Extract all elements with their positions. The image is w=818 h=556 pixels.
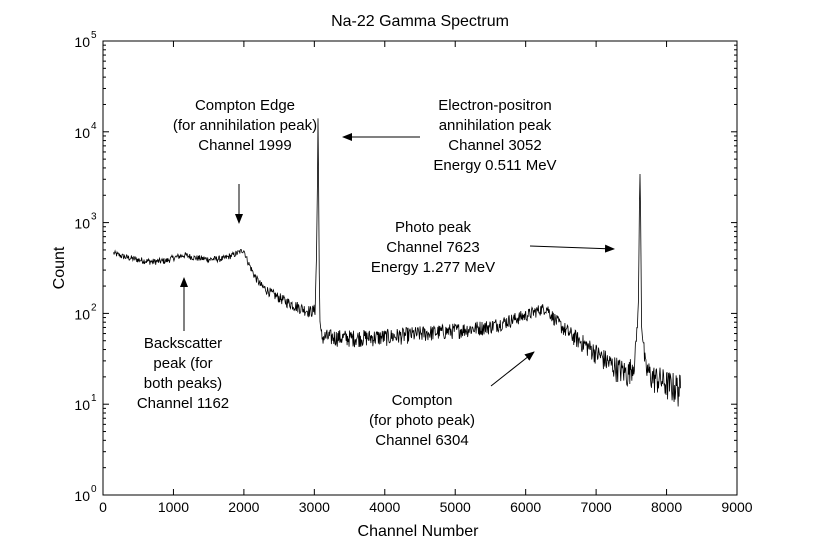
x-axis-ticks: 0 1000 2000 3000 4000 5000 6000 7000 8000 9000 — [99, 41, 753, 515]
spectrum-series-line — [113, 118, 682, 407]
y-tick-exponent: 5 — [91, 30, 97, 41]
annotation-line: Energy 0.511 MeV — [433, 157, 556, 174]
x-tick-label: 3000 — [299, 499, 330, 515]
annotation-line: (for annihilation peak) — [173, 117, 317, 134]
y-tick-label: 10 — [74, 125, 90, 141]
y-tick-label: 10 — [74, 306, 90, 322]
plot-area — [102, 40, 738, 496]
y-tick-label: 10 — [74, 488, 90, 504]
annotation: Electron-positron annihilation peak Channe… — [342, 97, 557, 174]
y-axis-label: Count — [51, 246, 68, 289]
y-tick-exponent: 2 — [91, 302, 97, 313]
annotation-line: Backscatter — [144, 335, 222, 352]
annotation: Photo peak Channel 7623 Energy 1.277 MeV — [371, 219, 615, 276]
y-tick-label: 10 — [74, 34, 90, 50]
annotation-line: Compton Edge — [195, 97, 295, 114]
annotation-line: Channel 6304 — [375, 432, 468, 449]
x-tick-label: 0 — [99, 499, 107, 515]
annotation-line: Channel 1999 — [198, 137, 291, 154]
annotation: Compton (for photo peak) Channel 6304 — [369, 351, 535, 449]
annotation-line: Channel 7623 — [386, 239, 479, 256]
annotation-line: peak (for — [153, 355, 212, 372]
x-tick-label: 6000 — [510, 499, 541, 515]
annotation-line: Channel 3052 — [448, 137, 541, 154]
annotation-line: Compton — [392, 392, 453, 409]
annotation-line: both peaks) — [144, 375, 222, 392]
x-tick-label: 8000 — [651, 499, 682, 515]
annotations: Compton Edge (for annihilation peak) Chann… — [137, 97, 615, 449]
y-tick-exponent: 3 — [91, 212, 97, 223]
annotation-arrow — [529, 244, 615, 253]
y-tick-label: 10 — [74, 397, 90, 413]
y-tick-exponent: 1 — [91, 393, 97, 404]
x-tick-label: 5000 — [440, 499, 471, 515]
x-tick-label: 2000 — [228, 499, 259, 515]
annotation-line: Photo peak — [395, 219, 471, 236]
annotation-line: annihilation peak — [439, 117, 552, 134]
series-layer — [113, 118, 682, 407]
chart-title: Na-22 Gamma Spectrum — [331, 13, 509, 30]
x-tick-label: 9000 — [721, 499, 752, 515]
y-tick-exponent: 0 — [91, 484, 97, 495]
y-tick-exponent: 4 — [91, 121, 97, 132]
annotation-line: Energy 1.277 MeV — [371, 259, 495, 276]
x-tick-label: 7000 — [581, 499, 612, 515]
y-tick-label: 10 — [74, 216, 90, 232]
annotation-line: Channel 1162 — [137, 395, 229, 412]
x-tick-label: 1000 — [158, 499, 189, 515]
x-tick-label: 4000 — [369, 499, 400, 515]
annotation-line: (for photo peak) — [369, 412, 475, 429]
x-axis-label: Channel Number — [358, 523, 480, 540]
annotation-line: Electron-positron — [438, 97, 551, 114]
annotation-arrow — [490, 351, 535, 387]
annotation: Backscatter peak (for both peaks) Channel 1… — [137, 277, 229, 412]
annotation: Compton Edge (for annihilation peak) Chann… — [173, 97, 317, 224]
